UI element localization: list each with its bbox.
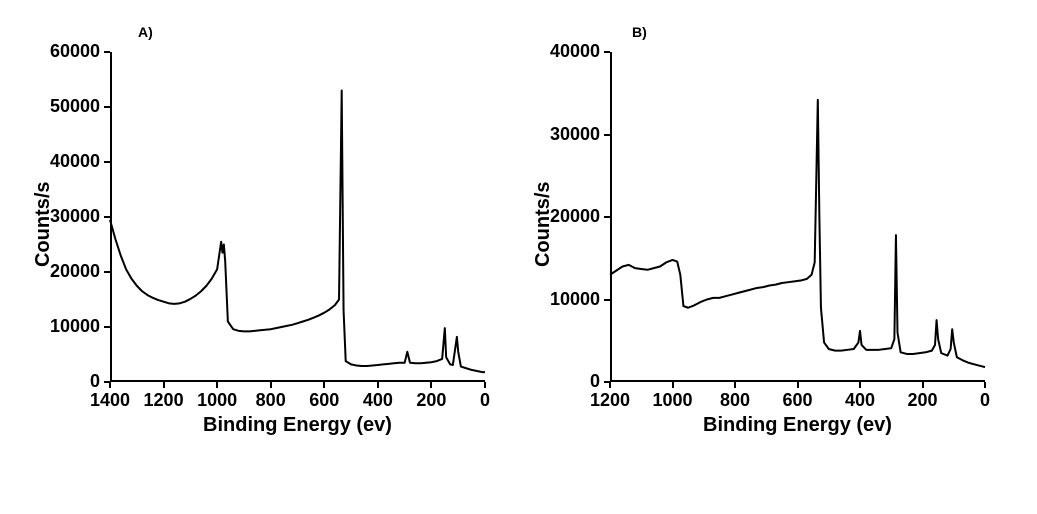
figure: A)01000020000300004000050000600001400120… [0, 0, 1037, 514]
x-tick-label: 200 [899, 390, 947, 411]
x-tick [672, 382, 674, 388]
x-tick-label: 400 [836, 390, 884, 411]
x-tick [734, 382, 736, 388]
x-tick [797, 382, 799, 388]
y-tick-label: 40000 [550, 41, 600, 62]
x-tick-label: 1000 [649, 390, 697, 411]
panel-title-b: B) [632, 24, 647, 40]
y-tick-label: 0 [590, 371, 600, 392]
x-tick [859, 382, 861, 388]
y-tick-label: 30000 [550, 124, 600, 145]
panel-b: B) 0 10000 20000 30000 40000 1200 1000 800 600 400… [0, 0, 1037, 514]
plot-area-b [610, 52, 985, 382]
x-axis-label: Binding Energy (ev) [688, 414, 908, 437]
y-tick-label: 20000 [550, 206, 600, 227]
x-tick-label: 600 [774, 390, 822, 411]
x-tick-label: 1200 [586, 390, 634, 411]
x-tick [984, 382, 986, 388]
x-tick-label: 0 [961, 390, 1009, 411]
x-tick [922, 382, 924, 388]
xps-spectrum-b [610, 52, 985, 382]
y-axis-label: Counts/s [532, 181, 555, 267]
y-tick-label: 10000 [550, 289, 600, 310]
x-tick [609, 382, 611, 388]
x-tick-label: 800 [711, 390, 759, 411]
